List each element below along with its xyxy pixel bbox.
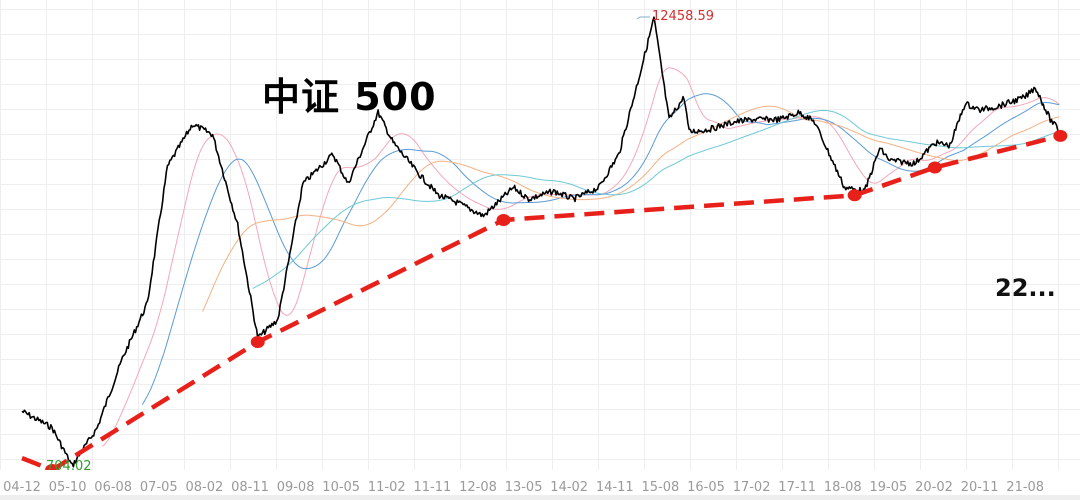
ma-pink-line: [101, 67, 1060, 447]
support-trendline: [21, 133, 1061, 473]
x-tick-label: 14-02: [550, 480, 589, 495]
x-tick-label: 16-05: [687, 480, 725, 495]
support-touch-markers: [45, 129, 1068, 476]
support-marker-dot: [496, 213, 511, 226]
support-marker-dot: [847, 189, 862, 202]
x-tick-label: 06-08: [94, 480, 133, 495]
x-tick-label: 13-05: [504, 480, 543, 495]
x-tick-label: 20-11: [960, 480, 999, 495]
max-value-label: 12458.59: [652, 9, 715, 24]
x-axis: [0, 470, 1080, 496]
x-tick-label: 08-02: [185, 480, 224, 495]
x-tick-label: 14-11: [595, 480, 634, 495]
end-annotation: 22...: [995, 274, 1056, 302]
x-tick-label: 09-08: [276, 480, 315, 495]
ma-blue-line: [141, 93, 1060, 405]
max-leader-line: [636, 16, 650, 20]
x-tick-label: 05-10: [48, 480, 87, 495]
x-tick-label: 17-02: [732, 480, 771, 495]
x-tick-label: 11-11: [413, 480, 452, 495]
chart-title: 中证 500: [262, 75, 437, 119]
moving-average-lines: [101, 67, 1060, 447]
x-tick-label: 04-12: [3, 480, 41, 495]
x-tick-label: 20-02: [915, 480, 953, 495]
ma-orange-line: [202, 105, 1060, 312]
x-tick-label: 19-05: [869, 480, 908, 495]
min-value-label: 704.02: [46, 459, 92, 474]
ma-cyan-line: [252, 109, 1060, 289]
x-tick-label: 10-05: [322, 480, 361, 495]
x-tick-label: 21-08: [1006, 480, 1045, 495]
grid: [0, 0, 1080, 470]
x-tick-label: 18-08: [823, 480, 862, 495]
price-line: [21, 16, 1061, 468]
x-tick-label: 15-08: [641, 480, 680, 495]
x-tick-label: 11-02: [367, 480, 406, 495]
x-tick-label: 12-08: [459, 480, 497, 495]
support-marker-dot: [250, 335, 265, 348]
support-marker-dot: [1053, 129, 1068, 142]
x-tick-label: 07-05: [139, 480, 178, 495]
x-axis-bottom-bar: [0, 495, 1080, 500]
support-marker-dot: [927, 161, 942, 174]
x-tick-label: 08-11: [231, 480, 269, 495]
x-tick-label: 17-11: [778, 480, 817, 495]
